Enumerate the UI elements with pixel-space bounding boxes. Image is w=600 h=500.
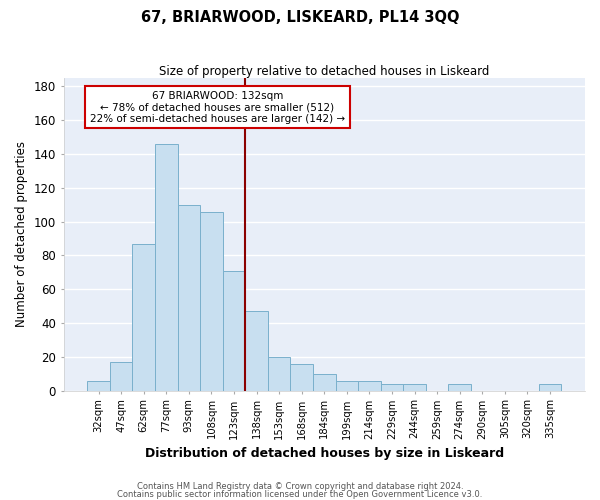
Bar <box>335 380 358 390</box>
Title: Size of property relative to detached houses in Liskeard: Size of property relative to detached ho… <box>159 65 490 78</box>
Y-axis label: Number of detached properties: Number of detached properties <box>15 142 28 328</box>
Text: Contains public sector information licensed under the Open Government Licence v3: Contains public sector information licen… <box>118 490 482 499</box>
Bar <box>223 270 245 390</box>
Bar <box>87 380 110 390</box>
Text: 67, BRIARWOOD, LISKEARD, PL14 3QQ: 67, BRIARWOOD, LISKEARD, PL14 3QQ <box>141 10 459 25</box>
X-axis label: Distribution of detached houses by size in Liskeard: Distribution of detached houses by size … <box>145 447 504 460</box>
Bar <box>155 144 178 390</box>
Bar <box>178 205 200 390</box>
Bar <box>381 384 403 390</box>
Bar <box>448 384 471 390</box>
Bar <box>313 374 335 390</box>
Bar <box>200 212 223 390</box>
Bar <box>358 380 381 390</box>
Bar <box>245 311 268 390</box>
Bar <box>110 362 133 390</box>
Bar <box>290 364 313 390</box>
Text: 67 BRIARWOOD: 132sqm
← 78% of detached houses are smaller (512)
22% of semi-deta: 67 BRIARWOOD: 132sqm ← 78% of detached h… <box>90 90 345 124</box>
Bar <box>133 244 155 390</box>
Text: Contains HM Land Registry data © Crown copyright and database right 2024.: Contains HM Land Registry data © Crown c… <box>137 482 463 491</box>
Bar <box>539 384 561 390</box>
Bar <box>268 357 290 390</box>
Bar <box>403 384 426 390</box>
